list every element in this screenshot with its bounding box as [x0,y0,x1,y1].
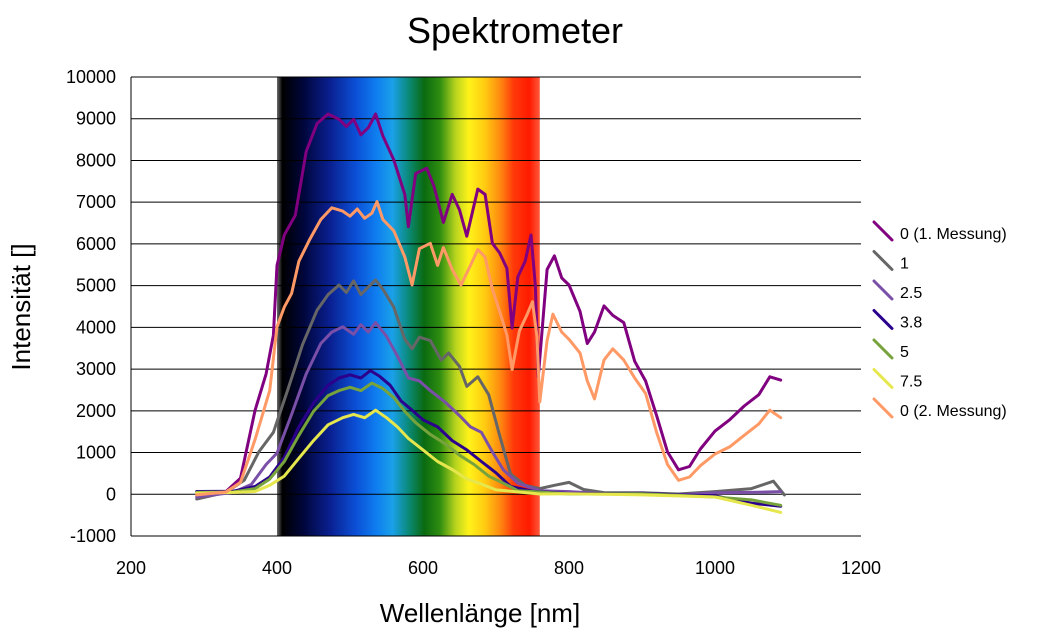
y-tick-label: 1000 [76,443,116,463]
axes [130,77,861,537]
y-axis-label: Intensität [] [6,243,36,370]
y-tick-label: 2000 [76,401,116,421]
legend-swatch [872,309,894,330]
series-line-1 [195,112,783,497]
x-tick-label: 1200 [841,558,881,578]
legend-swatch [872,338,894,360]
legend-label: 5 [900,344,909,361]
x-tick-label: 200 [116,558,146,578]
y-tick-label: 8000 [76,150,116,170]
y-tick-label: 4000 [76,317,116,337]
x-tick-label: 1000 [695,558,735,578]
series-line-7 [195,200,783,497]
y-tick-label: 9000 [76,109,116,129]
y-tick-label: 0 [106,484,116,504]
legend-swatch [872,279,894,301]
legend-swatch [872,250,894,271]
y-tick-label: 5000 [76,276,116,296]
legend-swatch [872,220,894,242]
y-tick-label: -1000 [70,526,116,546]
x-tick-label: 600 [408,558,438,578]
legend-label: 0 (2. Messung) [900,403,1007,420]
y-tick-label: 7000 [76,192,116,212]
y-tick-label: 3000 [76,359,116,379]
legend-label: 2.5 [900,285,922,302]
series-line-6 [195,408,783,514]
chart-title: Spektrometer [407,10,623,51]
legend-swatch [872,397,894,419]
legend-label: 3.8 [900,315,922,332]
legend: 0 (1. Messung) 1 2.5 3.8 5 7.5 0 (2. Messung) [872,220,1007,420]
x-tick-label: 800 [554,558,584,578]
legend-label: 7.5 [900,374,922,391]
legend-swatch [872,368,894,389]
legend-label: 0 (1. Messung) [900,226,1007,243]
x-axis-label: Wellenlänge [nm] [380,598,580,628]
series-line-2 [195,278,786,501]
legend-label: 1 [900,256,909,273]
y-tick-label: 10000 [66,67,116,87]
y-tick-label: 6000 [76,234,116,254]
tick-labels: -1000 0 1000 2000 3000 4000 5000 6000 7000 8000 90… [66,67,881,578]
x-tick-label: 400 [262,558,292,578]
series-lines [195,112,786,514]
